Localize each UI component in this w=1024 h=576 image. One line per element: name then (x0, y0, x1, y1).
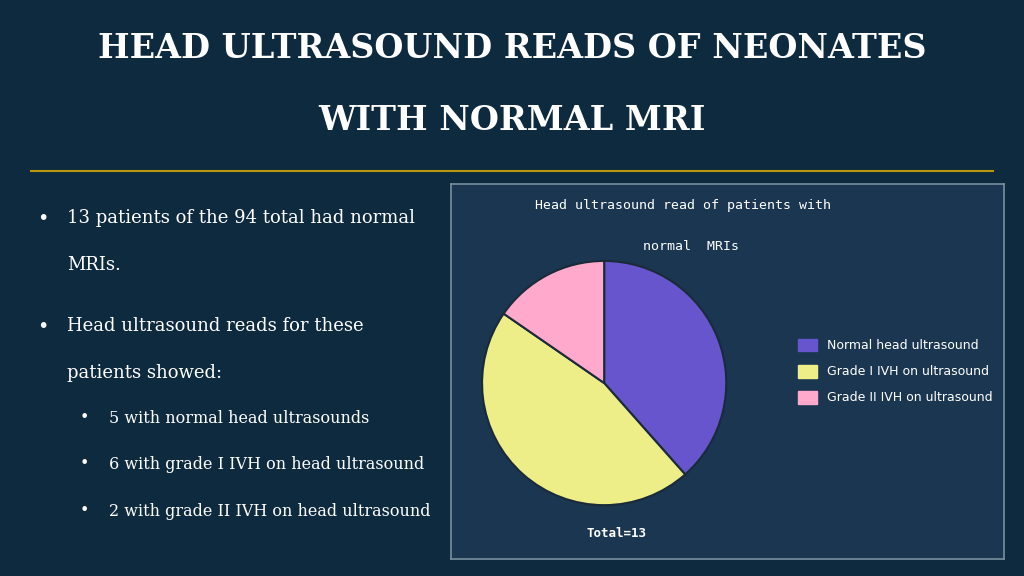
Text: Head ultrasound read of patients with: Head ultrasound read of patients with (535, 199, 830, 213)
Text: 6 with grade I IVH on head ultrasound: 6 with grade I IVH on head ultrasound (109, 456, 424, 473)
Text: 5 with normal head ultrasounds: 5 with normal head ultrasounds (109, 410, 369, 427)
Wedge shape (604, 261, 726, 475)
Text: •: • (79, 410, 89, 425)
Text: •: • (37, 210, 49, 229)
Text: HEAD ULTRASOUND READS OF NEONATES: HEAD ULTRASOUND READS OF NEONATES (97, 32, 927, 65)
Text: patients showed:: patients showed: (67, 364, 222, 382)
Wedge shape (482, 314, 685, 505)
Text: •: • (79, 503, 89, 518)
Text: Head ultrasound reads for these: Head ultrasound reads for these (67, 317, 364, 335)
Text: normal  MRIs: normal MRIs (627, 241, 738, 253)
Text: •: • (37, 317, 49, 336)
Text: MRIs.: MRIs. (67, 256, 121, 274)
Legend: Normal head ultrasound, Grade I IVH on ultrasound, Grade II IVH on ultrasound: Normal head ultrasound, Grade I IVH on u… (793, 334, 997, 410)
Text: •: • (79, 456, 89, 471)
Wedge shape (504, 261, 604, 383)
Text: Total=13: Total=13 (587, 527, 646, 540)
Text: 13 patients of the 94 total had normal: 13 patients of the 94 total had normal (67, 210, 415, 228)
Text: WITH NORMAL MRI: WITH NORMAL MRI (318, 104, 706, 138)
Text: 2 with grade II IVH on head ultrasound: 2 with grade II IVH on head ultrasound (109, 503, 430, 520)
